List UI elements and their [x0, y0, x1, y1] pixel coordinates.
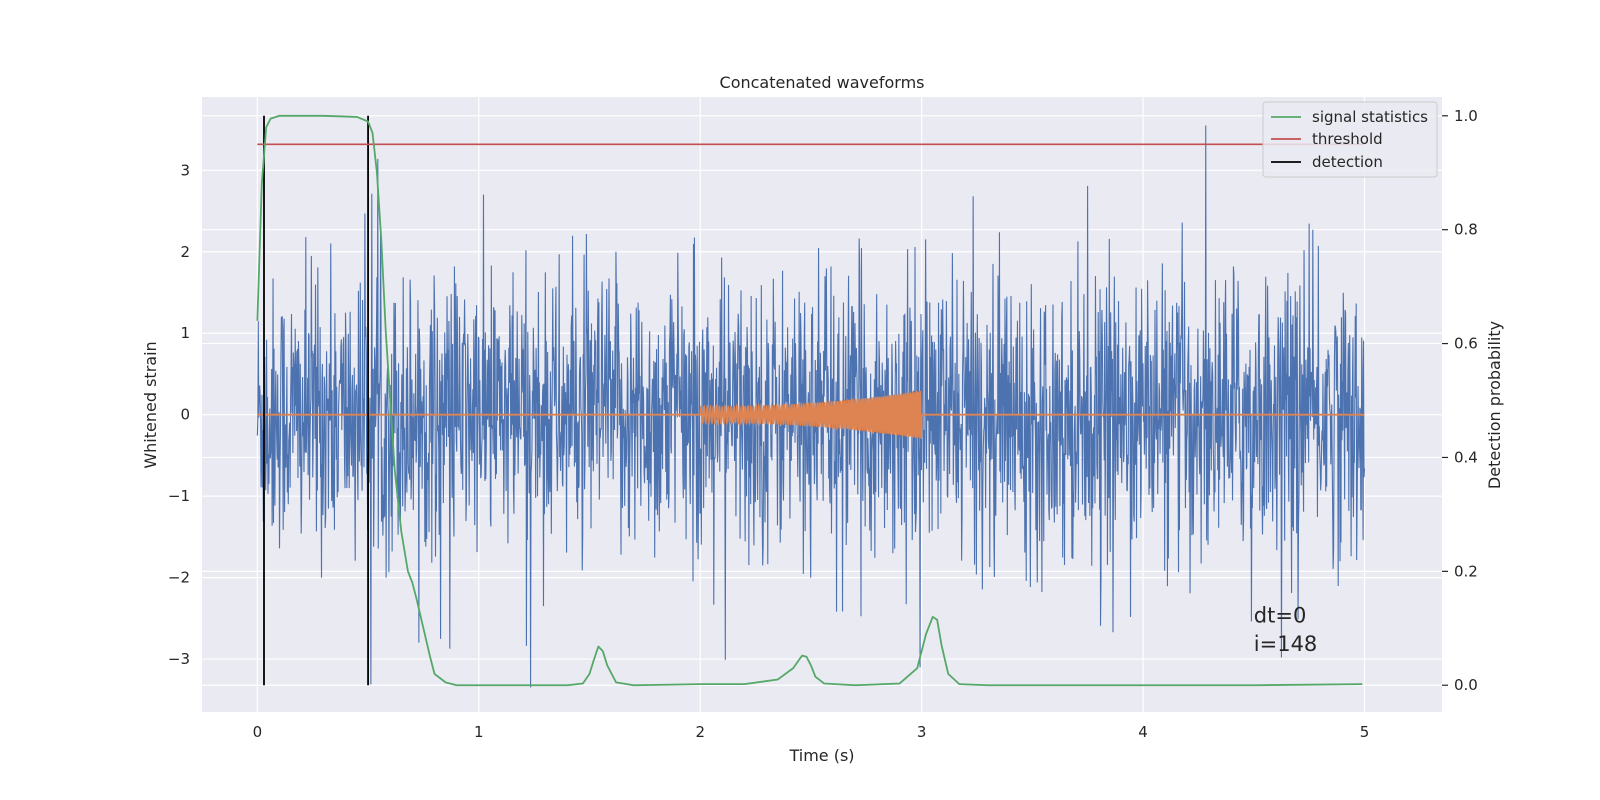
whitened-strain-line	[256, 125, 1366, 688]
legend-label-detection: detection	[1312, 153, 1383, 171]
y2-axis-ticks: 0.0 0.2 0.4 0.6 0.8 1.0	[1442, 107, 1478, 694]
y-tick-label: −2	[168, 569, 190, 587]
x-axis-label: Time (s)	[788, 746, 854, 765]
y-axis-label: Whitened strain	[141, 341, 160, 468]
y-tick-label: 1	[180, 324, 190, 342]
legend-box	[1262, 101, 1438, 178]
y2-axis-label: Detection probability	[1485, 321, 1504, 489]
annotation-index: i=148	[1254, 632, 1318, 656]
signal-statistics-line	[256, 114, 1363, 687]
y-tick-label: 3	[180, 161, 190, 179]
chart-title: Concatenated waveforms	[720, 73, 925, 92]
y-axis-ticks: −3 −2 −1 0 1 2 3	[168, 161, 190, 668]
y2-tick-label: 0.6	[1454, 335, 1478, 353]
legend: signal statistics threshold detection	[1262, 101, 1438, 178]
y2-tick-label: 0.2	[1454, 562, 1478, 580]
y2-tick-label: 0.0	[1454, 676, 1478, 694]
y2-tick-label: 0.8	[1454, 221, 1478, 239]
y2-tick-label: 0.4	[1454, 448, 1478, 466]
injected-signal-chirp	[699, 390, 923, 440]
detection-probability-layer	[256, 114, 1365, 687]
legend-label-threshold: threshold	[1312, 130, 1383, 148]
x-tick-label: 0	[253, 723, 263, 741]
legend-label-signal-statistics: signal statistics	[1312, 108, 1428, 126]
y-tick-label: 0	[180, 406, 190, 424]
whitened-strain-series	[256, 125, 1366, 688]
x-tick-label: 5	[1360, 723, 1370, 741]
injected-signal-series	[257, 390, 1365, 440]
x-tick-label: 4	[1138, 723, 1148, 741]
y-tick-label: −1	[168, 487, 190, 505]
x-tick-label: 2	[695, 723, 705, 741]
x-tick-label: 3	[917, 723, 927, 741]
y2-tick-label: 1.0	[1454, 107, 1478, 125]
plot-area	[256, 114, 1366, 688]
y-tick-label: −3	[168, 650, 190, 668]
x-tick-label: 1	[474, 723, 484, 741]
x-axis-ticks: 0 1 2 3 4 5	[253, 723, 1370, 741]
y-tick-label: 2	[180, 243, 190, 261]
annotation-dt: dt=0	[1254, 603, 1307, 627]
